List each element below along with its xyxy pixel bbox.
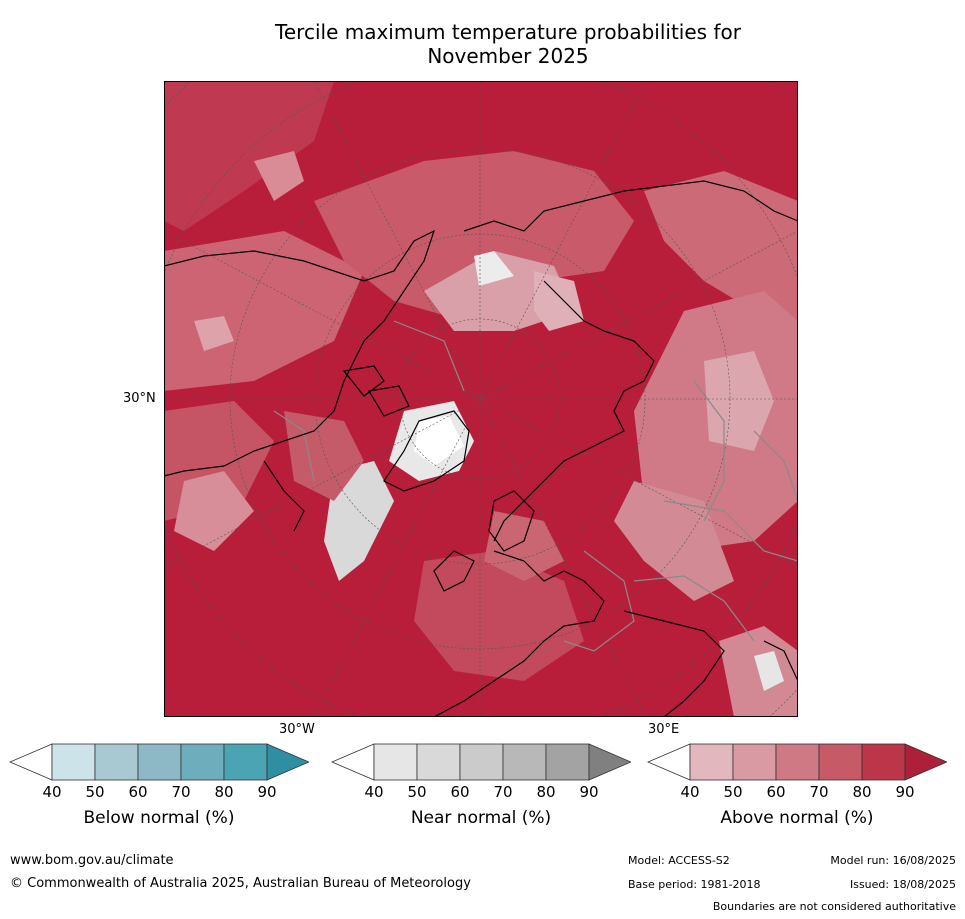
probability-map-canvas: [164, 81, 798, 717]
colorbar-segment: [689, 743, 734, 781]
footer-disclaimer: Boundaries are not considered authoritat…: [712, 900, 956, 913]
tick-label: 40: [42, 783, 62, 801]
tick-label: 90: [257, 783, 277, 801]
tick-label: 60: [128, 783, 148, 801]
legend-title-above-normal: Above normal (%): [720, 808, 874, 828]
map-title-line2: November 2025: [427, 44, 589, 68]
map-title: Tercile maximum temperature probabilitie…: [160, 20, 856, 68]
colorbar-above-normal: [647, 743, 947, 781]
probability-map: [164, 81, 798, 717]
lon-label-30e: 30°E: [648, 722, 680, 737]
footer-model-run: Model run: 16/08/2025: [830, 854, 956, 867]
graticule: [164, 81, 798, 717]
colorbar-segment: [459, 743, 504, 781]
lon-label-30w: 30°W: [279, 722, 315, 737]
tick-label: 50: [723, 783, 743, 801]
tick-label: 80: [852, 783, 872, 801]
colorbar-lower-extension: [331, 743, 375, 781]
colorbar-upper-extension: [904, 743, 947, 781]
colorbar-segment: [545, 743, 590, 781]
tick-label: 90: [895, 783, 915, 801]
legend-below-normal: 40 50 60 70 80 90 Below normal (%): [9, 742, 309, 852]
footer-url: www.bom.gov.au/climate: [10, 853, 174, 868]
footer-base-period: Base period: 1981-2018: [628, 878, 761, 891]
tick-label: 70: [493, 783, 513, 801]
colorbar-segment: [861, 743, 906, 781]
colorbar-lower-extension: [9, 743, 53, 781]
colorbar-segment: [223, 743, 268, 781]
tick-label: 60: [450, 783, 470, 801]
legend-near-normal: 40 50 60 70 80 90 Near normal (%): [331, 742, 631, 852]
map-frame: [164, 81, 798, 717]
colorbar-near-normal: [331, 743, 631, 781]
tick-label: 80: [214, 783, 234, 801]
colorbar-segment: [51, 743, 96, 781]
colorbar-segment: [732, 743, 777, 781]
probability-shading: [164, 81, 798, 717]
country-borders: [273, 320, 798, 652]
legend-title-below-normal: Below normal (%): [83, 808, 235, 828]
footer-model: Model: ACCESS-S2: [628, 854, 730, 867]
colorbar-below-normal: [9, 743, 309, 781]
colorbar-segment: [180, 743, 225, 781]
legend-title-near-normal: Near normal (%): [410, 808, 552, 828]
tick-label: 70: [809, 783, 829, 801]
map-title-line1: Tercile maximum temperature probabilitie…: [275, 20, 741, 44]
tick-label: 50: [85, 783, 105, 801]
tick-label: 50: [407, 783, 427, 801]
colorbar-upper-extension: [588, 743, 631, 781]
tick-label: 70: [171, 783, 191, 801]
colorbar-segment: [137, 743, 182, 781]
tick-label: 80: [536, 783, 556, 801]
colorbar-upper-extension: [266, 743, 309, 781]
colorbar-lower-extension: [647, 743, 691, 781]
colorbar-segment: [818, 743, 863, 781]
colorbar-segment: [775, 743, 820, 781]
footer-issued: Issued: 18/08/2025: [849, 878, 956, 891]
lat-label-30n: 30°N: [123, 391, 156, 406]
legend-above-normal: 40 50 60 70 80 90 Above normal (%): [647, 742, 947, 852]
colorbar-segment: [94, 743, 139, 781]
tick-label: 40: [680, 783, 700, 801]
colorbar-segment: [416, 743, 461, 781]
coastlines: [164, 180, 798, 717]
tick-label: 60: [766, 783, 786, 801]
footer-copyright: © Commonwealth of Australia 2025, Austra…: [10, 876, 471, 891]
tick-label: 40: [364, 783, 384, 801]
tick-label: 90: [579, 783, 599, 801]
colorbar-segment: [373, 743, 418, 781]
colorbar-segment: [502, 743, 547, 781]
